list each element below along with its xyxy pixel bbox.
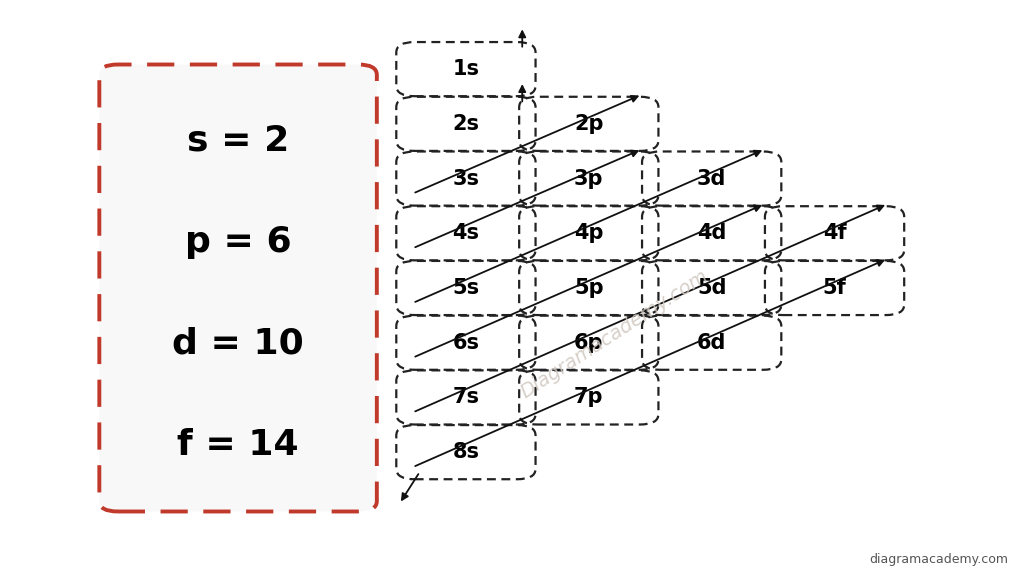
Text: 5p: 5p — [574, 278, 603, 298]
FancyBboxPatch shape — [99, 65, 377, 511]
Text: 3s: 3s — [453, 169, 479, 188]
Text: 7s: 7s — [453, 388, 479, 407]
Text: 5s: 5s — [453, 278, 479, 298]
Text: f = 14: f = 14 — [177, 429, 299, 463]
Text: Diagramacademy.com: Diagramacademy.com — [517, 266, 712, 402]
Text: 5f: 5f — [822, 278, 847, 298]
Text: 3p: 3p — [574, 169, 603, 188]
Text: 2s: 2s — [453, 114, 479, 134]
Text: 4p: 4p — [574, 223, 603, 243]
Text: diagramacademy.com: diagramacademy.com — [869, 552, 1009, 566]
Text: 6s: 6s — [453, 333, 479, 353]
Text: 2p: 2p — [574, 114, 603, 134]
Text: 4s: 4s — [453, 223, 479, 243]
Text: p = 6: p = 6 — [184, 225, 292, 259]
Text: 4d: 4d — [697, 223, 726, 243]
Text: 8s: 8s — [453, 442, 479, 462]
Text: s = 2: s = 2 — [187, 124, 289, 158]
Text: 1s: 1s — [453, 59, 479, 79]
Text: 4f: 4f — [822, 223, 847, 243]
Text: 6d: 6d — [697, 333, 726, 353]
Text: 5d: 5d — [697, 278, 726, 298]
Text: d = 10: d = 10 — [172, 327, 304, 361]
Text: 7p: 7p — [574, 388, 603, 407]
Text: 6p: 6p — [574, 333, 603, 353]
Text: 3d: 3d — [697, 169, 726, 188]
